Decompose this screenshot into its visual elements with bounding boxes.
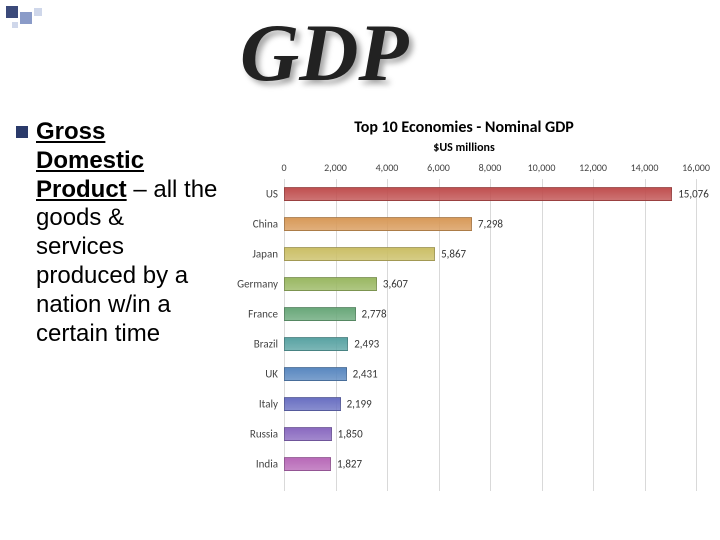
slide-decoration xyxy=(6,6,86,36)
chart-tick-label: 8,000 xyxy=(479,161,502,174)
chart-category-label: China xyxy=(228,218,284,231)
chart-value-label: 1,827 xyxy=(331,458,362,471)
chart-bar xyxy=(284,397,341,411)
chart-tick-label: 2,000 xyxy=(324,161,347,174)
slide-body: Gross Domestic Product – all the goods &… xyxy=(36,118,702,522)
chart-category-label: Germany xyxy=(228,278,284,291)
chart-value-label: 7,298 xyxy=(472,218,503,231)
chart-category-label: US xyxy=(228,188,284,201)
chart-bar xyxy=(284,277,377,291)
chart-category-label: Italy xyxy=(228,398,284,411)
chart-bar xyxy=(284,427,332,441)
chart-bar xyxy=(284,337,348,351)
chart-category-label: India xyxy=(228,458,284,471)
chart-value-label: 2,778 xyxy=(356,308,387,321)
definition-block: Gross Domestic Product – all the goods &… xyxy=(36,118,226,522)
chart-bar-row: Italy2,199 xyxy=(284,395,696,413)
chart-bars: US15,076 China7,298 Japan5,867 Germany3,607… xyxy=(284,179,696,491)
chart-category-label: Japan xyxy=(228,248,284,261)
deco-square xyxy=(6,6,18,18)
chart-title: Top 10 Economies - Nominal GDP xyxy=(226,118,702,137)
chart-bar-row: US15,076 xyxy=(284,185,696,203)
chart-category-label: Russia xyxy=(228,428,284,441)
gdp-chart: Top 10 Economies - Nominal GDP $US milli… xyxy=(226,118,702,522)
chart-value-label: 3,607 xyxy=(377,278,408,291)
chart-x-axis: 02,0004,0006,0008,00010,00012,00014,0001… xyxy=(284,161,696,179)
chart-bar-row: Japan5,867 xyxy=(284,245,696,263)
deco-square xyxy=(20,12,32,24)
chart-value-label: 15,076 xyxy=(672,188,709,201)
chart-tick-label: 0 xyxy=(281,161,286,174)
chart-value-label: 2,199 xyxy=(341,398,372,411)
chart-bar-row: Russia1,850 xyxy=(284,425,696,443)
chart-bar xyxy=(284,247,435,261)
chart-bar-row: Brazil2,493 xyxy=(284,335,696,353)
chart-gridline xyxy=(696,179,697,491)
chart-value-label: 2,431 xyxy=(347,368,378,381)
slide-title: GDP xyxy=(240,12,409,94)
chart-bar xyxy=(284,187,672,201)
chart-tick-label: 14,000 xyxy=(631,161,659,174)
chart-tick-label: 12,000 xyxy=(579,161,607,174)
chart-category-label: France xyxy=(228,308,284,321)
chart-bar-row: China7,298 xyxy=(284,215,696,233)
chart-value-label: 1,850 xyxy=(332,428,363,441)
chart-category-label: Brazil xyxy=(228,338,284,351)
chart-value-label: 5,867 xyxy=(435,248,466,261)
bullet-square xyxy=(16,126,28,138)
chart-bar xyxy=(284,367,347,381)
chart-bar-row: Germany3,607 xyxy=(284,275,696,293)
chart-plot-area: 0 2,000 4,000 6,000 8,000 10,000 12,000 14,000 1… xyxy=(284,161,696,491)
chart-bar-row: India1,827 xyxy=(284,455,696,473)
chart-category-label: UK xyxy=(228,368,284,381)
chart-bar-row: France2,778 xyxy=(284,305,696,323)
chart-tick-label: 16,000 xyxy=(682,161,710,174)
deco-square xyxy=(34,8,42,16)
chart-subtitle: $US millions xyxy=(226,141,702,155)
chart-tick-label: 10,000 xyxy=(528,161,556,174)
chart-bar xyxy=(284,217,472,231)
chart-tick-label: 4,000 xyxy=(376,161,399,174)
chart-bar xyxy=(284,307,356,321)
chart-value-label: 2,493 xyxy=(348,338,379,351)
chart-tick-label: 6,000 xyxy=(427,161,450,174)
chart-bar-row: UK2,431 xyxy=(284,365,696,383)
deco-square xyxy=(12,22,18,28)
chart-bar xyxy=(284,457,331,471)
